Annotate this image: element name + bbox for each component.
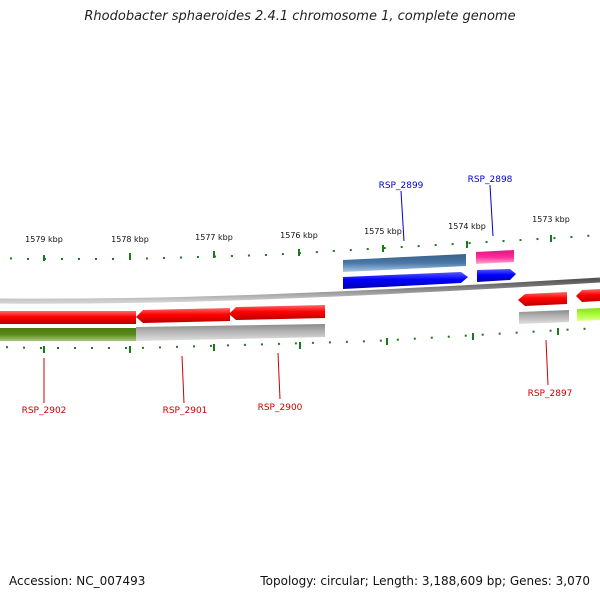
genome-summary-text: Topology: circular; Length: 3,188,609 bp… [260, 574, 590, 588]
callout-line-rsp-2899 [400, 190, 405, 242]
callout-line-rsp-2900 [277, 352, 281, 400]
scale-label: 1579 kbp [25, 235, 63, 244]
callout-line-rsp-2897 [545, 339, 549, 386]
scale-label: 1573 kbp [532, 215, 570, 224]
reverse-cds-rsp-2901[interactable] [136, 308, 230, 323]
reverse-feature-rsp-2901-2900[interactable] [136, 324, 325, 341]
gene-label-rsp-2902[interactable]: RSP_2902 [22, 406, 67, 416]
scale-label: 1578 kbp [111, 235, 149, 244]
forward-cds-rsp-2898[interactable] [477, 269, 516, 282]
reverse-cds-rsp-2897[interactable] [518, 292, 567, 306]
chromosome-backbone [0, 277, 600, 304]
gene-label-rsp-2899[interactable]: RSP_2899 [379, 181, 424, 191]
scale-label: 1577 kbp [195, 233, 233, 242]
gene-label-rsp-2901[interactable]: RSP_2901 [163, 406, 208, 416]
map-title: Rhodobacter sphaeroides 2.4.1 chromosome… [84, 9, 516, 24]
accession-text: Accession: NC_007493 [9, 574, 146, 588]
reverse-cds-rsp-2900[interactable] [229, 305, 325, 320]
reverse-cds-rsp-2902[interactable] [0, 311, 136, 324]
forward-feature-rsp-2898[interactable] [476, 250, 514, 264]
scale-label: 1574 kbp [448, 222, 486, 231]
callout-line-rsp-2898 [489, 184, 494, 237]
lower-tick-row [0, 327, 600, 353]
gene-label-rsp-2898[interactable]: RSP_2898 [468, 175, 513, 185]
gene-label-rsp-2900[interactable]: RSP_2900 [258, 403, 303, 413]
callout-line-rsp-2901 [181, 355, 185, 404]
upper-tick-row [0, 234, 600, 261]
scale-label: 1576 kbp [280, 231, 318, 240]
scale-label: 1575 kbp [364, 227, 402, 236]
forward-feature-rsp-2899[interactable] [343, 254, 466, 272]
reverse-feature-next[interactable] [577, 308, 600, 321]
reverse-feature-rsp-2897[interactable] [519, 310, 569, 324]
forward-cds-rsp-2899[interactable] [343, 272, 468, 289]
gene-label-rsp-2897[interactable]: RSP_2897 [528, 389, 573, 399]
reverse-cds-next[interactable] [576, 289, 600, 302]
reverse-feature-rsp-2902[interactable] [0, 328, 136, 341]
